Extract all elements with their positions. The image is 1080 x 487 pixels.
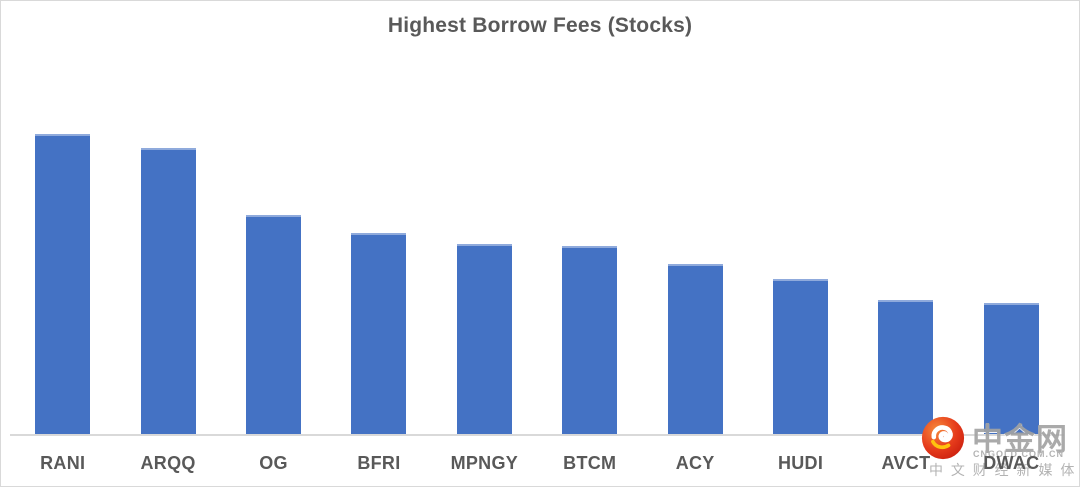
bar-acy (667, 264, 723, 435)
bar-hudi (773, 279, 829, 435)
bar-slot (432, 104, 537, 435)
bar-bfri (351, 233, 407, 435)
label-slot: BFRI (326, 453, 431, 474)
bar-og (246, 215, 302, 435)
bar-slot (115, 104, 220, 435)
x-axis-label-og: OG (259, 453, 288, 473)
x-axis-label-bfri: BFRI (357, 453, 401, 473)
label-slot: RANI (10, 453, 115, 474)
label-slot: DWAC (959, 453, 1064, 474)
bar-mpngy (456, 244, 512, 435)
chart-title: Highest Borrow Fees (Stocks) (387, 14, 693, 37)
bar-dwac (983, 303, 1039, 435)
x-axis-label-hudi: HUDI (777, 453, 824, 473)
bar-slot (642, 104, 747, 435)
x-axis-label-btcm: BTCM (563, 453, 617, 473)
bar-slot (959, 104, 1064, 435)
label-slot: MPNGY (432, 453, 537, 474)
bar-btcm (562, 246, 618, 435)
bar-slot (853, 104, 958, 435)
label-slot: OG (221, 453, 326, 474)
x-axis-line (10, 434, 1064, 436)
label-slot: ACY (642, 453, 747, 474)
bar-slot (748, 104, 853, 435)
plot-area (10, 104, 1064, 435)
bar-slot (221, 104, 326, 435)
x-axis-label-rani: RANI (40, 453, 86, 473)
bar-slot (10, 104, 115, 435)
x-axis-label-avct: AVCT (881, 453, 931, 473)
x-axis-label-acy: ACY (675, 453, 715, 473)
bar-slot (326, 104, 431, 435)
label-slot: ARQQ (115, 453, 220, 474)
bar-slot (537, 104, 642, 435)
bar-avct (878, 300, 934, 435)
x-axis-labels: RANI ARQQ OG BFRI MPNGY BTCM ACY HUDI AVCT DWAC (10, 453, 1064, 474)
label-slot: AVCT (853, 453, 958, 474)
label-slot: BTCM (537, 453, 642, 474)
x-axis-label-dwac: DWAC (983, 453, 1040, 473)
bar-rani (35, 134, 91, 435)
label-slot: HUDI (748, 453, 853, 474)
x-axis-label-arqq: ARQQ (140, 453, 196, 473)
bar-arqq (140, 148, 196, 435)
x-axis-label-mpngy: MPNGY (450, 453, 519, 473)
